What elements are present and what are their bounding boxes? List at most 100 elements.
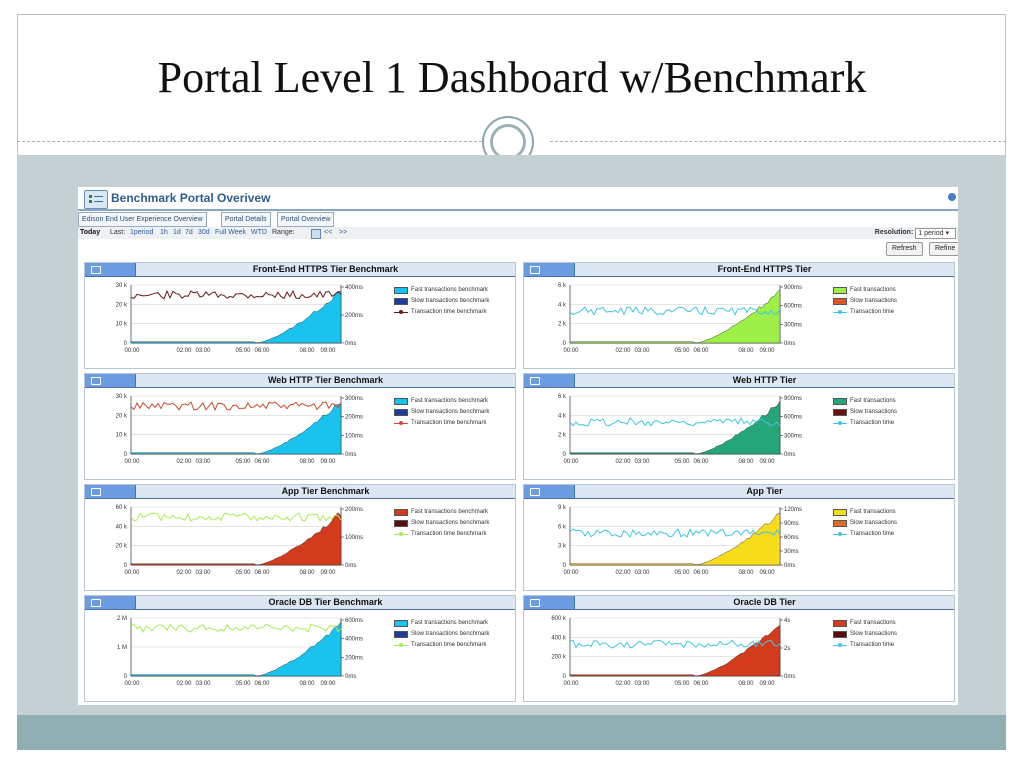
legend-marker (838, 643, 842, 647)
panel-menu-icon[interactable] (85, 374, 136, 387)
x-tick-label: 09:00 (759, 681, 775, 687)
x-tick-label: 09:00 (320, 681, 336, 687)
x-tick-label: 00:00 (563, 459, 579, 465)
panel-header: Web HTTP Tier (524, 374, 954, 388)
tab-portal-overview[interactable]: Portal Overview (277, 212, 335, 227)
legend-marker (838, 310, 842, 314)
x-tick-label: 00:00 (124, 459, 140, 465)
refresh-button[interactable]: Refresh (886, 242, 923, 256)
x-tick-label: 08:00 (299, 570, 315, 576)
legend-swatch (394, 287, 408, 294)
legend-swatch (394, 509, 408, 516)
period-1period[interactable]: 1period (130, 229, 154, 236)
y2-tick-label: 0ms (784, 452, 795, 458)
prev-period-button[interactable]: << (324, 229, 333, 236)
today-button[interactable]: Today (80, 229, 101, 236)
x-tick-label: 09:00 (320, 348, 336, 354)
period-30d[interactable]: 30d (198, 229, 210, 236)
y-tick-label: 6 k (558, 394, 567, 400)
panel-menu-icon[interactable] (85, 263, 136, 276)
legend-swatch (833, 631, 847, 638)
panel-oracle-db-benchmark: Oracle DB Tier Benchmark 2 M 1 M 0 600ms 400m… (84, 595, 516, 702)
tab-edison-overview[interactable]: Edison End User Experience Overview (78, 212, 207, 227)
y2-tick-label: 2s (784, 646, 790, 652)
y2-tick-label: 90ms (784, 521, 799, 527)
panel-chart: 30 k 20 k 10 k 0 400ms 200ms 0ms 00:00 02:00 03:0… (116, 283, 363, 354)
legend-marker (838, 532, 842, 536)
panel-menu-icon[interactable] (524, 485, 575, 498)
x-tick-label: 03:00 (634, 348, 650, 354)
legend-swatch (833, 409, 847, 416)
y-tick-label: 0 (124, 674, 128, 680)
y-tick-label: 9 k (558, 505, 567, 511)
legend-label: Transaction time (850, 420, 895, 426)
legend-item: Slow transactions benchmark (394, 518, 514, 529)
x-tick-label: 06:00 (254, 348, 270, 354)
y2-tick-label: 30ms (784, 549, 799, 555)
x-tick-label: 06:00 (693, 459, 709, 465)
legend-item: Transaction time benchmark (394, 418, 514, 429)
refine-button[interactable]: Refine (929, 242, 958, 256)
panel-app-tier: App Tier 9 k 6 k 3 k 0 120ms 90ms 60ms 30ms 0ms 00… (523, 484, 955, 591)
legend-item: Transaction time benchmark (394, 640, 514, 651)
legend-item: Fast transactions benchmark (394, 618, 514, 629)
panel-web-http: Web HTTP Tier 6 k 4 k 2 k 0 900ms 600ms 300ms 0m… (523, 373, 955, 480)
calendar-icon[interactable] (311, 229, 321, 239)
y-tick-label: 60 k (116, 505, 128, 511)
panel-chart: 30 k 20 k 10 k 0 300ms 200ms 100ms 0ms 00:00 02:0… (116, 394, 363, 465)
series-fast-area (130, 291, 342, 344)
legend-item: Slow transactions (833, 629, 953, 640)
legend-marker (399, 310, 403, 314)
panel-menu-icon[interactable] (85, 596, 136, 609)
panel-menu-icon[interactable] (524, 596, 575, 609)
monitor-icon (530, 377, 540, 385)
period-7d[interactable]: 7d (185, 229, 193, 236)
panel-chart: 600 k 400 k 200 k 0 4s 2s 0ms 00:00 02:00 03:00 05… (551, 616, 795, 687)
period-wtd[interactable]: WTD (251, 229, 267, 236)
y-tick-label: 0 (563, 341, 567, 347)
help-icon[interactable] (948, 193, 956, 201)
legend-item: Slow transactions (833, 518, 953, 529)
panel-menu-icon[interactable] (524, 374, 575, 387)
monitor-icon (91, 266, 101, 274)
x-tick-label: 02:00 (615, 570, 631, 576)
panel-chart: 2 M 1 M 0 600ms 400ms 200ms 0ms 00:00 02:00 03:00… (117, 616, 363, 687)
panel-title: Web HTTP Tier Benchmark (135, 374, 515, 387)
x-tick-label: 02:00 (176, 681, 192, 687)
x-tick-label: 06:00 (693, 348, 709, 354)
y2-tick-label: 0ms (784, 563, 795, 569)
panel-front-end-https-benchmark: Front-End HTTPS Tier Benchmark 30 k 20 k 10… (84, 262, 516, 369)
y-tick-label: 2 k (558, 433, 567, 439)
legend-swatch (394, 520, 408, 527)
next-period-button[interactable]: >> (339, 229, 348, 236)
tab-portal-details[interactable]: Portal Details (221, 212, 271, 227)
panel-menu-icon[interactable] (85, 485, 136, 498)
x-tick-label: 02:00 (176, 348, 192, 354)
x-tick-label: 09:00 (759, 570, 775, 576)
x-tick-label: 08:00 (738, 459, 754, 465)
panel-title: Oracle DB Tier Benchmark (135, 596, 515, 609)
legend-label: Slow transactions benchmark (411, 631, 490, 637)
legend-swatch (833, 509, 847, 516)
panel-header: Front-End HTTPS Tier (524, 263, 954, 277)
legend-swatch (394, 298, 408, 305)
x-tick-label: 08:00 (299, 348, 315, 354)
portal-header: Benchmark Portal Overivew (78, 187, 958, 211)
legend-item: Fast transactions (833, 285, 953, 296)
legend-label: Fast transactions (850, 287, 896, 293)
legend: Fast transactions Slow transactions Transa… (833, 396, 953, 429)
panel-title: Oracle DB Tier (574, 596, 954, 609)
series-fast-area (130, 621, 342, 677)
x-tick-label: 08:00 (738, 681, 754, 687)
panel-chart: 9 k 6 k 3 k 0 120ms 90ms 60ms 30ms 0ms 00:00 02:00… (558, 505, 802, 576)
x-tick-label: 00:00 (124, 681, 140, 687)
period-1d[interactable]: 1d (173, 229, 181, 236)
period-full-week[interactable]: Full Week (215, 229, 246, 236)
panel-menu-icon[interactable] (524, 263, 575, 276)
resolution-select[interactable]: 1 period ▾ (915, 228, 956, 239)
legend-label: Slow transactions (850, 298, 898, 304)
y-tick-label: 0 (124, 341, 128, 347)
y2-tick-label: 400ms (345, 285, 363, 291)
period-1h[interactable]: 1h (160, 229, 168, 236)
resolution-label: Resolution: (874, 229, 914, 236)
